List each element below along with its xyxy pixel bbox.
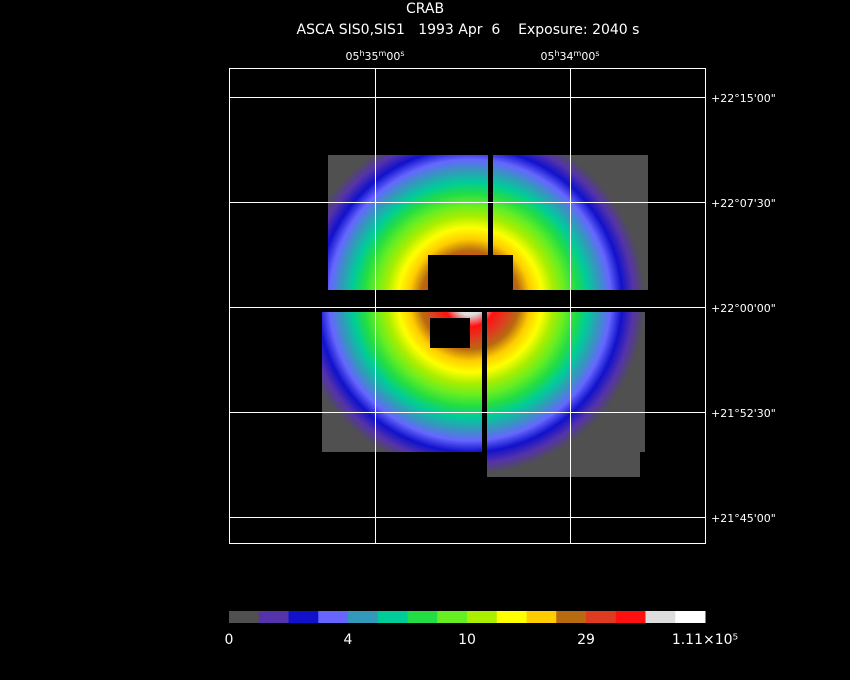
dec-label: +22°07'30" xyxy=(711,197,776,210)
dec-label: +21°52'30" xyxy=(711,407,776,420)
colorbar-label: 4 xyxy=(344,632,353,648)
colorbar-swatch xyxy=(467,611,498,623)
dec-label: +22°00'00" xyxy=(711,302,776,315)
colorbar-swatch xyxy=(556,611,587,623)
colorbar-swatch xyxy=(377,611,408,623)
frame xyxy=(229,68,706,544)
colorbar-label: 10 xyxy=(458,632,476,648)
colorbar-swatch xyxy=(258,611,289,623)
colorbar-label: 1.11×10⁵ xyxy=(672,632,738,648)
colorbar-swatch xyxy=(229,611,260,623)
coordinate-grid: 05h35m00s 05h34m00s +22°15'00" +22°07'30" +2… xyxy=(229,49,776,544)
colorbar-swatch xyxy=(615,611,646,623)
colorbar-swatch xyxy=(348,611,379,623)
dec-label: +22°15'00" xyxy=(711,92,776,105)
colorbar-swatch xyxy=(675,611,706,623)
colorbar-swatch xyxy=(407,611,438,623)
colorbar-swatch xyxy=(586,611,617,623)
title: CRAB xyxy=(406,1,444,17)
colorbar-swatch xyxy=(645,611,676,623)
colorbar-label: 0 xyxy=(225,632,234,648)
dec-label: +21°45'00" xyxy=(711,512,776,525)
colorbar-swatch xyxy=(288,611,319,623)
colorbar-swatch xyxy=(526,611,557,623)
colorbar-swatch xyxy=(437,611,468,623)
xray-image xyxy=(322,155,648,477)
colorbar: 0 4 10 29 1.11×10⁵ xyxy=(225,611,738,648)
colorbar-swatch xyxy=(496,611,527,623)
colorbar-label: 29 xyxy=(577,632,595,648)
ra-label: 05h34m00s xyxy=(540,49,599,64)
subtitle: ASCA SIS0,SIS1 1993 Apr 6 Exposure: 2040… xyxy=(297,22,640,38)
ra-label: 05h35m00s xyxy=(345,49,404,64)
colorbar-swatch xyxy=(318,611,349,623)
